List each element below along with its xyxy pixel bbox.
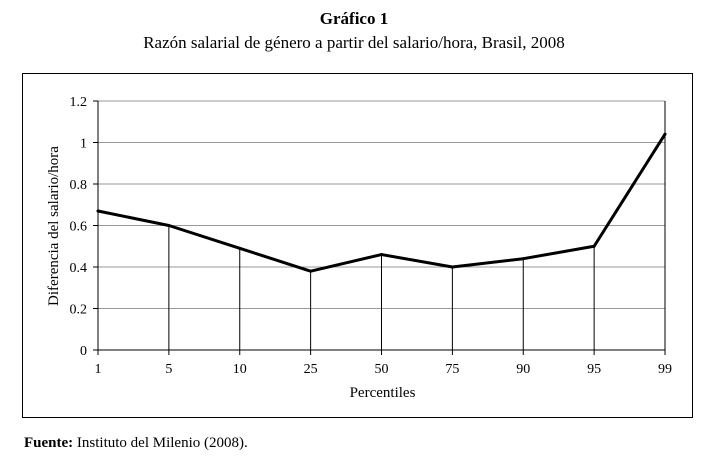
y-tick-label: 0 (80, 344, 87, 359)
x-tick-label: 75 (445, 362, 459, 377)
chart-frame (22, 73, 693, 418)
chart-subtitle: Razón salarial de género a partir del sa… (143, 33, 565, 52)
x-tick-label: 5 (165, 362, 172, 377)
source-label: Fuente: (24, 435, 74, 451)
y-tick-label: 1.2 (70, 95, 88, 110)
data-point (309, 269, 313, 273)
data-point (663, 132, 667, 136)
data-point (521, 257, 525, 261)
y-tick-label: 0.2 (70, 303, 88, 318)
y-tick-label: 0.6 (70, 220, 88, 235)
x-tick-label: 25 (304, 362, 318, 377)
x-axis-label: Percentiles (350, 385, 416, 401)
data-point (380, 253, 383, 257)
data-point (238, 246, 242, 250)
data-point (450, 265, 454, 269)
y-axis-label: Diferencia del salario/hora (46, 146, 62, 306)
series-line (96, 132, 667, 273)
y-tick-label: 0.4 (70, 261, 88, 276)
source-note: Fuente: Instituto del Milenio (2008). (24, 435, 248, 452)
x-tick-label: 99 (658, 362, 672, 377)
source-text: Instituto del Milenio (2008). (73, 435, 248, 451)
x-tick-label: 90 (516, 362, 530, 377)
x-tick-label: 50 (375, 362, 389, 377)
x-tick-label: 1 (95, 362, 102, 377)
data-point (592, 244, 596, 248)
y-tick-label: 1 (80, 137, 87, 152)
y-tick-label: 0.8 (70, 178, 88, 193)
data-point (96, 209, 100, 213)
x-tick-label: 95 (587, 362, 601, 377)
x-tick-label: 10 (233, 362, 247, 377)
data-point (167, 224, 171, 227)
chart-title: Gráfico 1 (319, 9, 389, 28)
